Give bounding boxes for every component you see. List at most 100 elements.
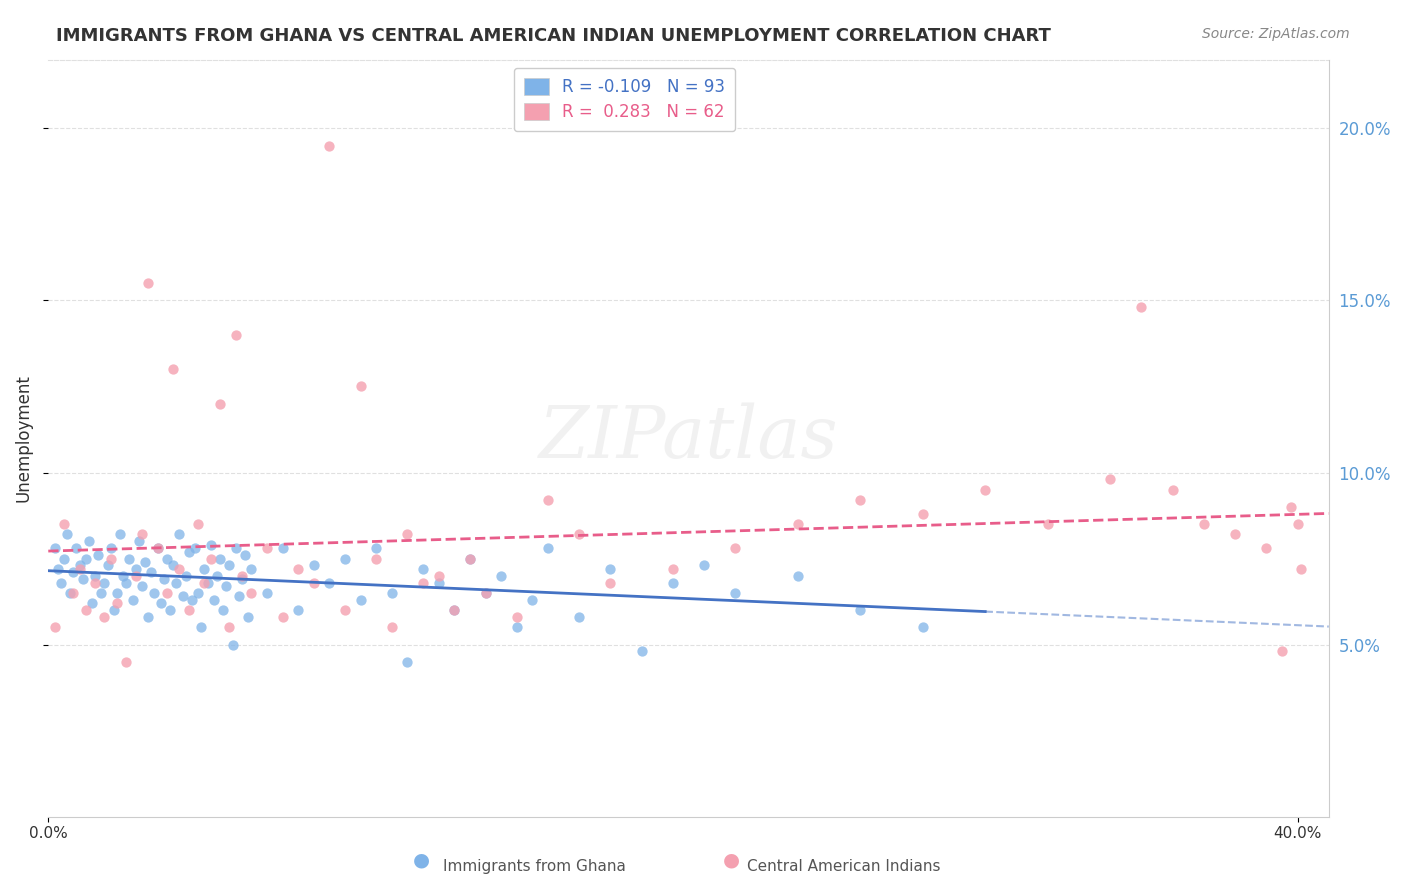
Point <box>200 551 222 566</box>
Point <box>212 603 235 617</box>
Point <box>599 575 621 590</box>
Point <box>1036 517 1059 532</box>
Point <box>90 586 112 600</box>
Point <box>271 610 294 624</box>
Point <box>108 527 131 541</box>
Point <box>238 610 260 624</box>
Text: ●: ● <box>413 851 430 870</box>
Point <box>506 610 529 624</box>
Point <box>849 493 872 508</box>
Point <box>630 644 652 658</box>
Point <box>62 566 84 580</box>
Point <box>349 379 371 393</box>
Point <box>233 548 256 562</box>
Point <box>205 568 228 582</box>
Point <box>474 586 496 600</box>
Point <box>84 575 107 590</box>
Point <box>184 541 207 556</box>
Point <box>172 590 194 604</box>
Point <box>724 586 747 600</box>
Point <box>153 572 176 586</box>
Point <box>159 603 181 617</box>
Point <box>105 596 128 610</box>
Point <box>1289 562 1312 576</box>
Point <box>412 575 434 590</box>
Point <box>287 603 309 617</box>
Point <box>256 586 278 600</box>
Point <box>134 555 156 569</box>
Point <box>72 572 94 586</box>
Point <box>65 541 87 556</box>
Point <box>1286 517 1309 532</box>
Point <box>169 527 191 541</box>
Point <box>105 586 128 600</box>
Point <box>193 562 215 576</box>
Point <box>911 507 934 521</box>
Point <box>93 575 115 590</box>
Point <box>537 493 560 508</box>
Point <box>396 655 419 669</box>
Point <box>162 558 184 573</box>
Point <box>156 586 179 600</box>
Point <box>190 620 212 634</box>
Point <box>662 575 685 590</box>
Point <box>333 551 356 566</box>
Point <box>69 562 91 576</box>
Point <box>537 541 560 556</box>
Text: ZIPatlas: ZIPatlas <box>538 403 838 474</box>
Point <box>69 558 91 573</box>
Point <box>143 586 166 600</box>
Point <box>218 558 240 573</box>
Point <box>131 579 153 593</box>
Point <box>458 551 481 566</box>
Point <box>366 551 388 566</box>
Point <box>146 541 169 556</box>
Point <box>52 517 75 532</box>
Point <box>49 575 72 590</box>
Point <box>1271 644 1294 658</box>
Point <box>44 541 66 556</box>
Point <box>302 558 325 573</box>
Text: Immigrants from Ghana: Immigrants from Ghana <box>443 859 626 874</box>
Point <box>115 575 138 590</box>
Point <box>187 586 209 600</box>
Point <box>522 592 544 607</box>
Point <box>128 534 150 549</box>
Point <box>412 562 434 576</box>
Point <box>506 620 529 634</box>
Point <box>100 541 122 556</box>
Point <box>131 527 153 541</box>
Point <box>181 592 204 607</box>
Point <box>256 541 278 556</box>
Point <box>62 586 84 600</box>
Point <box>1279 500 1302 514</box>
Text: ●: ● <box>723 851 740 870</box>
Point <box>115 655 138 669</box>
Point <box>240 562 263 576</box>
Point <box>100 551 122 566</box>
Point <box>121 592 143 607</box>
Point <box>1256 541 1278 556</box>
Point <box>443 603 465 617</box>
Point <box>568 527 591 541</box>
Point <box>1223 527 1246 541</box>
Point <box>80 596 103 610</box>
Point <box>786 517 808 532</box>
Text: Source: ZipAtlas.com: Source: ZipAtlas.com <box>1202 27 1350 41</box>
Point <box>75 603 97 617</box>
Point <box>136 277 159 291</box>
Point <box>77 534 100 549</box>
Point <box>165 575 187 590</box>
Point <box>97 558 120 573</box>
Point <box>52 551 75 566</box>
Point <box>209 397 232 411</box>
Point <box>93 610 115 624</box>
Point <box>443 603 465 617</box>
Text: Central American Indians: Central American Indians <box>747 859 941 874</box>
Point <box>118 551 141 566</box>
Point <box>333 603 356 617</box>
Point <box>568 610 591 624</box>
Point <box>911 620 934 634</box>
Point <box>693 558 716 573</box>
Point <box>218 620 240 634</box>
